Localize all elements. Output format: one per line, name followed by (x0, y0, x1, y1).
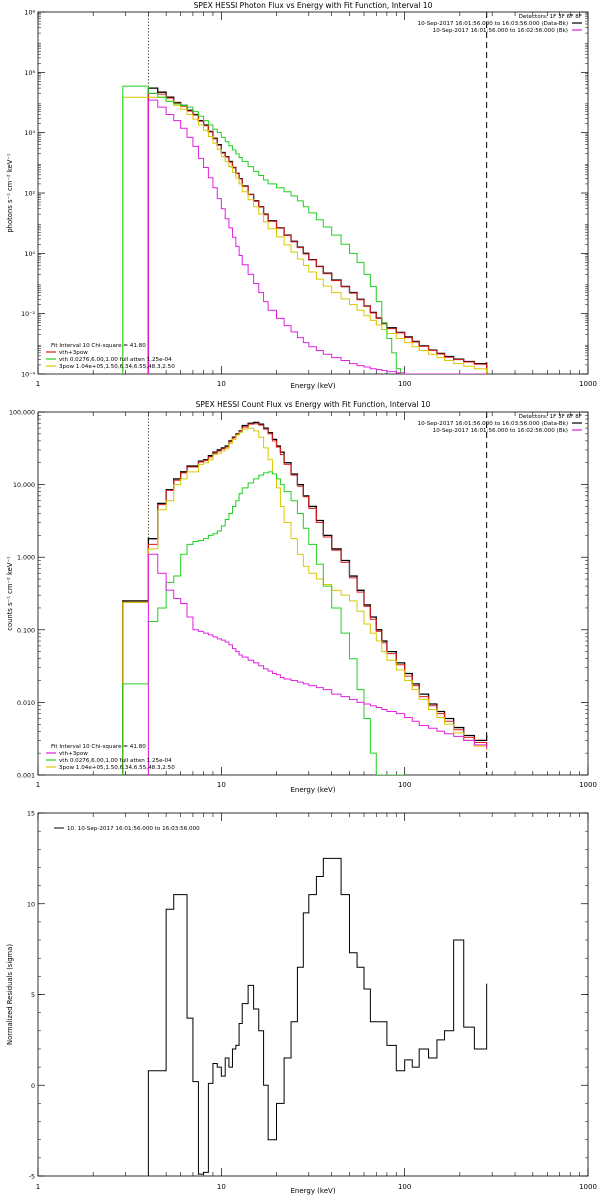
series-group (147, 857, 488, 1176)
x-tick-label: 100 (398, 1183, 411, 1191)
legend-text: Fit Interval 10 Chi-square = 41.80 (51, 343, 146, 349)
series-vth+3pow (147, 92, 488, 374)
series-bk (147, 99, 487, 374)
series-vth (122, 471, 405, 775)
y-tick-label: 10⁻² (21, 311, 35, 318)
y-tick-label: 0.001 (17, 773, 35, 780)
legend-text: 10-Sep-2017 16:01:56.000 to 16:03:56.000… (418, 21, 568, 27)
x-axis-label: Energy (keV) (290, 786, 335, 794)
plot-frame (37, 812, 589, 1177)
legend-text: 10-Sep-2017 16:01:56.000 to 16:02:56.000… (433, 28, 568, 34)
y-tick-label: -5 (29, 1174, 35, 1181)
series-group (122, 85, 488, 374)
x-tick-label: 100 (398, 781, 411, 789)
y-axis-label: counts s⁻¹ cm⁻² keV⁻¹ (6, 556, 14, 631)
y-tick-label: 5 (31, 992, 35, 999)
y-tick-label: 0.100 (17, 627, 35, 634)
x-tick-label: 1000 (579, 380, 597, 388)
legend-text: vth 0.0276,6.00,1.00 full atten 1.25e-04 (59, 758, 172, 764)
x-tick-label: 10 (217, 380, 226, 388)
x-tick-label: 10 (217, 781, 226, 789)
series-data-bk (147, 87, 488, 374)
x-axis-label: Energy (keV) (290, 382, 335, 390)
legend-text: vth+3pow (59, 751, 88, 757)
y-axis-label: photons s⁻¹ cm⁻² keV⁻¹ (6, 153, 14, 233)
y-tick-label: 1.000 (17, 555, 35, 562)
y-tick-label: 10⁸ (24, 10, 35, 17)
x-tick-label: 1000 (579, 1183, 597, 1191)
legend-text: Detectors: 1F 3F 6F 8F (519, 14, 582, 20)
x-axis-label: Energy (keV) (290, 1187, 335, 1195)
y-tick-label: 10⁴ (24, 130, 35, 137)
x-tick-label: 1 (36, 1183, 40, 1191)
chart-title: SPEX HESSI Count Flux vs Energy with Fit… (196, 400, 431, 409)
y-axis-label: Normalized Residuals (sigma) (6, 944, 14, 1045)
series-vth+3pow (122, 423, 488, 775)
legend: 10. 10-Sep-2017 16:01:56.000 to 16:03:56… (54, 826, 200, 832)
x-tick-label: 1 (36, 781, 40, 789)
x-tick-label: 10 (217, 1183, 226, 1191)
y-tick-label: 100.000 (9, 410, 35, 417)
series-bk (147, 553, 488, 775)
legend-text: vth+3pow (59, 350, 88, 356)
x-tick-label: 100 (398, 380, 411, 388)
y-tick-label: 0.010 (17, 700, 35, 707)
y-tick-label: 0 (31, 1083, 35, 1090)
chart-title: SPEX HESSI Photon Flux vs Energy with Fi… (194, 1, 433, 10)
legend-text: 10-Sep-2017 16:01:56.000 to 16:03:56.000… (418, 421, 568, 427)
series-3pow (122, 427, 488, 775)
y-tick-label: 15 (27, 811, 35, 818)
y-tick-label: 10 (27, 901, 35, 908)
legend-text: 3pow 1.04e+05,1.50,6.34,6.55,48.3,2.50 (59, 765, 175, 771)
x-tick-label: 1000 (579, 781, 597, 789)
plot-frame (37, 411, 589, 776)
series-vth (122, 85, 405, 374)
chart-count: SPEX HESSI Count Flux vs Energy with Fit… (6, 400, 597, 794)
y-tick-label: 10⁻⁴ (21, 372, 35, 379)
chart-photon: SPEX HESSI Photon Flux vs Energy with Fi… (6, 1, 597, 390)
series-group (122, 421, 488, 775)
legend-text: Fit Interval 10 Chi-square = 41.80 (51, 744, 146, 750)
legend-text: 10-Sep-2017 16:01:56.000 to 16:02:56.000… (433, 428, 568, 434)
fit-legend: Fit Interval 10 Chi-square = 41.80vth+3p… (46, 744, 175, 771)
legend-text: 3pow 1.04e+05,1.50,6.34,6.55,48.3,2.50 (59, 364, 175, 370)
series-3pow (122, 96, 488, 374)
y-tick-label: 10⁶ (24, 70, 35, 77)
legend-text: vth 0.0276,6.00,1.00 full atten 1.25e-04 (59, 357, 172, 363)
y-tick-label: 10² (24, 191, 35, 198)
y-tick-label: 10⁰ (24, 251, 35, 258)
legend-text: Detectors: 1F 3F 6F 8F (519, 414, 582, 420)
plot-frame (37, 11, 589, 375)
y-tick-label: 10.000 (13, 482, 35, 489)
fit-legend: Fit Interval 10 Chi-square = 41.80vth+3p… (46, 343, 175, 370)
x-tick-label: 1 (36, 380, 40, 388)
legend-text: 10. 10-Sep-2017 16:01:56.000 to 16:03:56… (67, 826, 200, 832)
series-residuals (147, 857, 488, 1176)
chart-residuals: 1 10 100 1000 -5 0 5 10 15 Energy (keV) Normalized… (6, 811, 597, 1196)
